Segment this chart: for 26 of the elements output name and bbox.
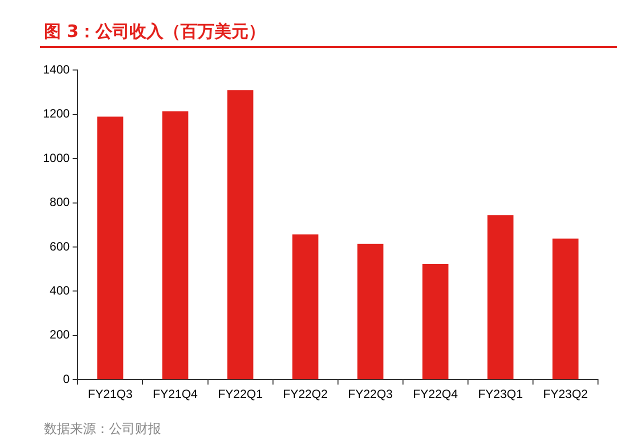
bar (357, 244, 384, 380)
x-tick-label: FY22Q2 (282, 387, 328, 402)
x-tick-label: FY22Q1 (218, 387, 263, 402)
x-tick-label: FY23Q2 (543, 387, 588, 402)
y-tick-label: 0 (63, 372, 70, 386)
y-tick-label: 400 (50, 284, 70, 298)
x-tick-label: FY22Q4 (413, 387, 458, 402)
y-tick-label: 1000 (42, 150, 70, 165)
bar (162, 111, 188, 380)
x-tick-label: FY22Q3 (348, 387, 394, 402)
y-tick-label: 1400 (42, 62, 70, 77)
chart-title: 图 3：公司收入（百万美元） (44, 21, 266, 43)
bar (227, 90, 254, 380)
y-tick-label: 200 (50, 328, 70, 342)
bar (97, 116, 124, 380)
y-tick-label: 600 (50, 239, 70, 254)
bar (422, 264, 448, 380)
x-tick-label: FY21Q4 (152, 387, 198, 402)
x-tick-label: FY23Q1 (478, 387, 524, 402)
y-tick-label: 800 (50, 195, 70, 210)
bar (487, 215, 514, 380)
y-tick-label: 1200 (42, 106, 70, 121)
source-note: 数据来源：公司财报 (44, 421, 161, 438)
x-tick-label: FY21Q3 (88, 387, 133, 402)
bar (552, 238, 578, 380)
bar (292, 234, 318, 380)
